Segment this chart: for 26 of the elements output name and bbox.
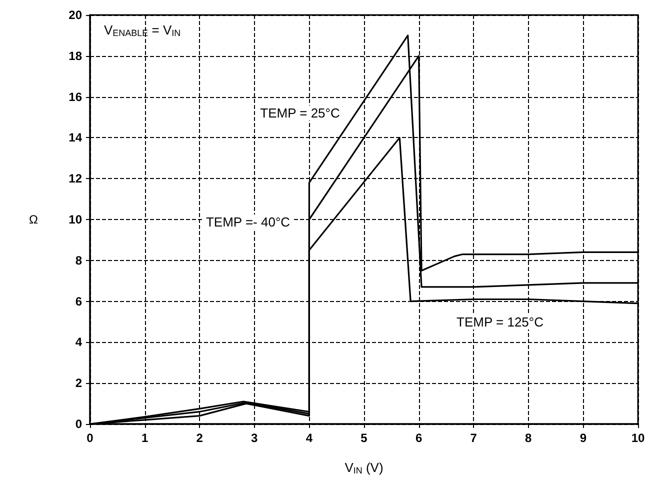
y-tick-label: 4 bbox=[75, 335, 82, 350]
y-tick-label: 10 bbox=[68, 212, 82, 226]
annotation: TEMP =- 40°C bbox=[206, 214, 290, 230]
x-tick-label: 6 bbox=[415, 431, 422, 445]
y-tick-label: 14 bbox=[68, 130, 82, 145]
y-tick-label: 2 bbox=[75, 376, 82, 390]
y-tick-label: 16 bbox=[68, 90, 82, 104]
y-tick-label: 18 bbox=[68, 48, 82, 63]
x-tick-label: 9 bbox=[580, 431, 587, 445]
y-tick-label: 12 bbox=[68, 172, 82, 186]
x-tick-label: 2 bbox=[196, 431, 204, 445]
annotation: TEMP = 25°C bbox=[260, 106, 340, 120]
y-tick-label: 0 bbox=[75, 417, 82, 431]
x-tick-label: 3 bbox=[251, 431, 258, 445]
x-tick-label: 8 bbox=[525, 431, 532, 445]
x-tick-label: 4 bbox=[306, 431, 313, 445]
annotation: TEMP = 125°C bbox=[456, 314, 544, 330]
x-tick-label: 7 bbox=[470, 431, 478, 445]
y-tick-label: 6 bbox=[75, 294, 82, 308]
y-tick-label: 8 bbox=[75, 253, 82, 268]
x-tick-label: 1 bbox=[141, 431, 148, 445]
y-tick-label: 20 bbox=[68, 8, 82, 22]
y-axis-title: Ω bbox=[29, 212, 38, 226]
x-tick-label: 0 bbox=[86, 431, 94, 445]
x-tick-label: 10 bbox=[631, 431, 645, 445]
x-tick-label: 5 bbox=[360, 431, 368, 445]
